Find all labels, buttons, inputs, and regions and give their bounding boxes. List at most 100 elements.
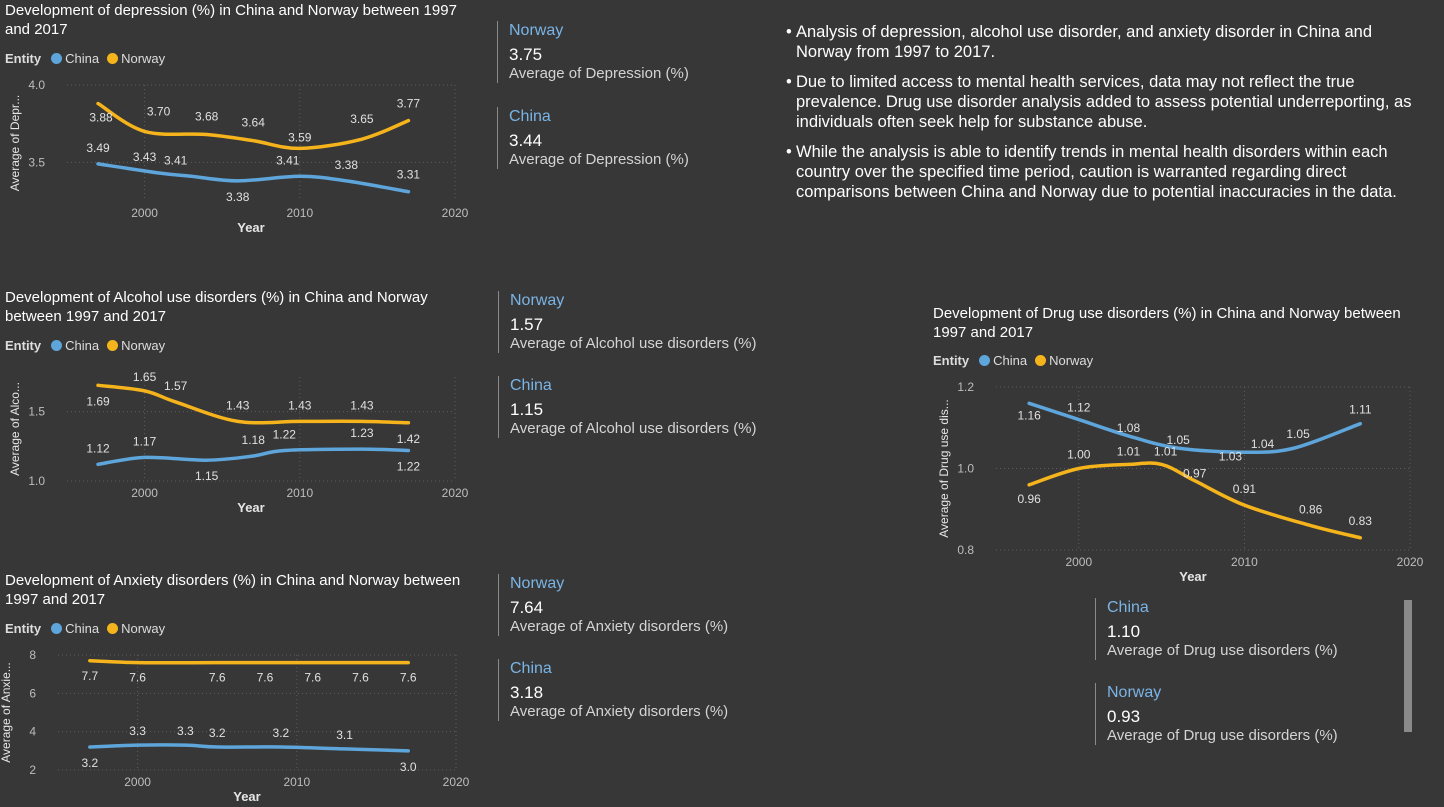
data-label: 1.18 bbox=[242, 433, 266, 447]
data-label: 0.91 bbox=[1233, 482, 1257, 496]
data-label: 3.41 bbox=[276, 153, 300, 167]
data-label: 3.38 bbox=[335, 158, 359, 172]
series-line-china[interactable] bbox=[1027, 401, 1363, 454]
note-item: • While the analysis is able to identify … bbox=[786, 142, 1416, 202]
data-label: 1.43 bbox=[288, 398, 312, 412]
legend-text-norway: Norway bbox=[121, 621, 166, 636]
series-line-norway[interactable] bbox=[1027, 461, 1363, 540]
note-text: Due to limited access to mental health s… bbox=[796, 73, 1412, 131]
legend-dot-china bbox=[51, 53, 63, 64]
x-tick-label: 2020 bbox=[442, 486, 469, 500]
data-label: 3.2 bbox=[273, 726, 290, 740]
legend-item-norway[interactable]: Norway bbox=[107, 621, 165, 636]
card-value: 1.57 bbox=[510, 315, 544, 334]
legend-dot-norway bbox=[107, 623, 119, 634]
legend-dot-norway bbox=[1035, 355, 1047, 366]
y-tick-label: 0.8 bbox=[957, 543, 974, 557]
card-value: 7.64 bbox=[510, 598, 544, 617]
y-tick-label: 1.0 bbox=[957, 462, 974, 476]
legend-item-norway[interactable]: Norway bbox=[1035, 353, 1093, 368]
legend-dot-china bbox=[51, 623, 63, 634]
legend-text-china: China bbox=[993, 353, 1028, 368]
bullet-icon: • bbox=[786, 73, 792, 91]
data-label: 1.23 bbox=[350, 426, 374, 440]
y-tick-label: 2 bbox=[29, 763, 36, 777]
series-line-norway[interactable] bbox=[96, 383, 411, 425]
chart-title: Development of Anxiety disorders (%) in … bbox=[5, 572, 461, 608]
data-label: 1.01 bbox=[1117, 444, 1141, 458]
data-label: 3.1 bbox=[336, 728, 353, 742]
card-value: 1.15 bbox=[510, 400, 544, 419]
data-label: 1.05 bbox=[1166, 433, 1190, 447]
legend-item-norway[interactable]: Norway bbox=[107, 338, 165, 353]
data-label: 7.6 bbox=[400, 671, 417, 685]
data-label: 3.31 bbox=[397, 168, 421, 182]
card-value: 3.44 bbox=[509, 131, 543, 150]
legend-item-china[interactable]: China bbox=[51, 51, 99, 66]
card-value: 1.10 bbox=[1107, 622, 1141, 641]
legend-item-norway[interactable]: Norway bbox=[107, 51, 165, 66]
y-tick-label: 1.2 bbox=[957, 380, 974, 394]
data-label: 7.6 bbox=[352, 671, 369, 685]
series-line-norway[interactable] bbox=[88, 659, 410, 665]
legend-item-china[interactable]: China bbox=[51, 338, 99, 353]
chart-legend: Entity China Norway bbox=[5, 51, 167, 66]
note-item: • Analysis of depression, alcohol use dis… bbox=[786, 22, 1416, 62]
chart-title: Development of Alcohol use disorders (%)… bbox=[5, 289, 428, 325]
data-label: 1.42 bbox=[397, 432, 421, 446]
card-caption: Average of Alcohol use disorders (%) bbox=[510, 420, 757, 437]
data-label: 3.59 bbox=[288, 130, 312, 144]
y-axis-label: Average of Alco... bbox=[8, 382, 22, 476]
data-label: 0.97 bbox=[1183, 467, 1207, 481]
note-item: • Due to limited access to mental health … bbox=[786, 72, 1416, 132]
bullet-icon: • bbox=[786, 143, 792, 161]
data-label: 0.83 bbox=[1349, 514, 1373, 528]
kpi-card-alcohol-china: China 1.15 Average of Alcohol use disord… bbox=[498, 376, 757, 438]
card-caption: Average of Drug use disorders (%) bbox=[1107, 727, 1338, 744]
data-label: 1.43 bbox=[226, 398, 250, 412]
legend-text-norway: Norway bbox=[121, 338, 166, 353]
x-tick-label: 2010 bbox=[286, 486, 313, 500]
data-label: 1.12 bbox=[1067, 401, 1091, 415]
y-axis-label: Average of Anxie... bbox=[0, 662, 13, 763]
data-label: 1.65 bbox=[133, 370, 157, 384]
data-label: 1.22 bbox=[273, 427, 297, 441]
x-tick-label: 2000 bbox=[131, 486, 158, 500]
data-label: 1.12 bbox=[86, 441, 110, 455]
data-label: 7.6 bbox=[209, 671, 226, 685]
data-label: 3.3 bbox=[129, 724, 146, 738]
data-label: 3.41 bbox=[164, 153, 188, 167]
series-line-china[interactable] bbox=[96, 162, 411, 194]
card-caption: Average of Depression (%) bbox=[509, 65, 689, 82]
kpi-card-depression-norway: Norway 3.75 Average of Depression (%) bbox=[497, 21, 689, 83]
legend-dot-china bbox=[51, 340, 63, 351]
series-line-norway[interactable] bbox=[96, 101, 411, 151]
data-label: 3.68 bbox=[195, 109, 219, 123]
data-label: 1.08 bbox=[1117, 421, 1141, 435]
kpi-card-anxiety-norway: Norway 7.64 Average of Anxiety disorders… bbox=[498, 574, 728, 636]
kpi-card-drug-china: China 1.10 Average of Drug use disorders… bbox=[1095, 598, 1338, 660]
data-label: 3.77 bbox=[397, 97, 421, 111]
x-tick-label: 2010 bbox=[283, 775, 310, 789]
card-caption: Average of Anxiety disorders (%) bbox=[510, 703, 729, 720]
data-label: 3.2 bbox=[81, 756, 98, 770]
kpi-card-alcohol-norway: Norway 1.57 Average of Alcohol use disor… bbox=[498, 291, 757, 353]
x-tick-label: 2010 bbox=[286, 206, 313, 220]
drug-line-chart: 0.8 1.0 1.2 2000 2010 2020 Year Average of Drug… bbox=[937, 380, 1424, 584]
card-caption: Average of Alcohol use disorders (%) bbox=[510, 335, 757, 352]
x-tick-label: 2020 bbox=[1397, 555, 1424, 569]
anxiety-line-chart: 2 4 6 8 2000 2010 2020 Year Average of Anxie... 7… bbox=[0, 648, 470, 804]
series-line-china[interactable] bbox=[96, 447, 411, 467]
y-axis-label: Average of Depr... bbox=[8, 95, 22, 192]
data-label: 3.70 bbox=[147, 104, 171, 118]
vertical-scrollbar[interactable] bbox=[1404, 600, 1412, 732]
data-label: 3.65 bbox=[350, 112, 374, 126]
legend-dot-norway bbox=[107, 340, 119, 351]
legend-item-china[interactable]: China bbox=[979, 353, 1027, 368]
bullet-icon: • bbox=[786, 23, 792, 41]
data-label: 3.64 bbox=[242, 116, 266, 130]
legend-item-china[interactable]: China bbox=[51, 621, 99, 636]
data-label: 1.03 bbox=[1219, 449, 1243, 463]
series-line-china[interactable] bbox=[88, 743, 410, 753]
legend-text-china: China bbox=[65, 51, 100, 66]
